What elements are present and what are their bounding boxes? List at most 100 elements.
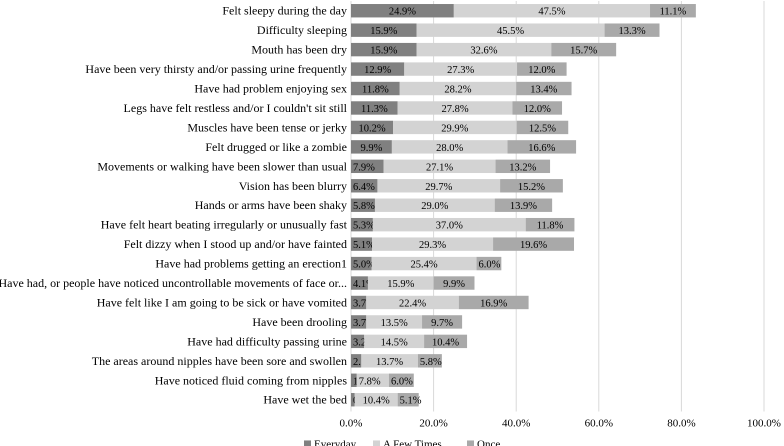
data-label: 3.7% xyxy=(353,318,375,329)
category-label: Felt drugged or like a zombie xyxy=(205,140,347,154)
bar-segment-everyday xyxy=(351,373,357,387)
data-label: 28.0% xyxy=(436,143,463,154)
bar-segment-once xyxy=(494,198,553,212)
data-label: 11.1% xyxy=(660,7,687,18)
bar-segment-a-few-times xyxy=(364,334,425,349)
category-label: Muscles have been tense or jerky xyxy=(187,120,347,134)
data-label: 32.6% xyxy=(470,46,497,57)
category-label: Have felt like I am going to be sick or … xyxy=(97,295,347,309)
bar-segment-everyday xyxy=(351,101,398,115)
data-label: 10.4% xyxy=(432,337,459,348)
bar-segment-a-few-times xyxy=(416,23,605,37)
data-label: 15.9% xyxy=(370,46,397,57)
bar-segment-once xyxy=(516,120,569,135)
legend-label: A Few Times xyxy=(383,438,442,446)
x-tick-label: 40.0% xyxy=(502,417,530,429)
data-label: 19.6% xyxy=(520,240,547,251)
bar-segment-everyday xyxy=(351,256,372,271)
bar-segment-everyday xyxy=(351,315,367,329)
category-label: Have been very thirsty and/or passing ur… xyxy=(85,62,347,76)
bar-segment-once xyxy=(388,373,414,387)
category-labels: Felt sleepy during the day Difficulty sle… xyxy=(0,4,348,407)
bar-segment-everyday xyxy=(351,42,417,57)
data-label: 6.0% xyxy=(391,376,413,387)
category-label: Have had difficulty passing urine xyxy=(187,334,347,348)
bar-segment-everyday xyxy=(351,276,368,290)
bar-segment-everyday xyxy=(351,217,373,232)
data-label: 9.9% xyxy=(361,143,383,154)
data-label: 4.1% xyxy=(353,279,375,290)
data-label: 27.1% xyxy=(426,162,453,173)
data-label: 12.0% xyxy=(528,65,555,76)
bar-segment-everyday xyxy=(351,179,378,193)
data-label: 9.9% xyxy=(443,279,465,290)
data-label: 13.9% xyxy=(510,201,537,212)
bar-segment-once xyxy=(516,81,572,96)
bar-segment-a-few-times xyxy=(404,62,518,76)
data-label: 28.2% xyxy=(444,85,471,96)
data-label: 29.3% xyxy=(419,240,446,251)
bar-segment-everyday xyxy=(351,81,400,96)
bars: 24.9% 47.5% 11.1% 15.9% 45.5% 13.3% 15.9% 32.6%… xyxy=(351,4,696,407)
category-label: The areas around nipples have been sore … xyxy=(92,354,347,368)
data-label: 5.1% xyxy=(400,396,422,407)
x-tick-label: 80.0% xyxy=(667,417,695,429)
bar-segment-once xyxy=(417,354,442,368)
bar-segment-a-few-times xyxy=(399,81,517,96)
bar-segment-a-few-times xyxy=(453,4,651,18)
data-label: 14.5% xyxy=(381,337,408,348)
x-tick-label: 100.0% xyxy=(747,417,781,429)
bar-segment-everyday xyxy=(351,62,405,76)
data-label: 7.8% xyxy=(359,376,381,387)
bar-segment-everyday xyxy=(351,4,454,18)
data-label: 12.0% xyxy=(524,104,551,115)
data-label: 13.3% xyxy=(618,26,645,37)
bar-segment-everyday xyxy=(351,334,365,349)
bar-segment-a-few-times xyxy=(366,295,459,310)
bar-segment-once xyxy=(493,237,575,251)
data-label: 29.9% xyxy=(441,123,468,134)
data-label: 15.9% xyxy=(370,26,397,37)
data-label: 16.9% xyxy=(480,298,507,309)
data-label: 13.7% xyxy=(376,357,403,368)
data-label: 5.1% xyxy=(353,240,375,251)
category-label: Have felt heart beating irregularly or u… xyxy=(101,218,348,232)
x-axis-ticks: 0.0% 20.0% 40.0% 60.0% 80.0% 100.0% xyxy=(340,417,781,429)
category-label: Have had, or people have noticed uncontr… xyxy=(0,276,347,290)
x-tick-label: 60.0% xyxy=(585,417,613,429)
data-label: 3.2% xyxy=(353,337,375,348)
data-label: 5.8% xyxy=(420,357,442,368)
bar-segment-a-few-times xyxy=(372,237,494,251)
legend-swatch-once xyxy=(467,440,474,446)
bar-segment-once xyxy=(495,159,551,174)
data-label: 3.7% xyxy=(353,298,375,309)
bar-segment-a-few-times xyxy=(391,140,508,154)
category-label: Have had problems getting an erection1 xyxy=(155,257,347,271)
bar-segment-everyday xyxy=(351,198,375,212)
bar-segment-once xyxy=(500,179,563,193)
data-label: 24.9% xyxy=(389,7,416,18)
data-label: 6.0% xyxy=(479,260,501,271)
data-label: 25.4% xyxy=(411,260,438,271)
category-label: Movements or walking have been slower th… xyxy=(97,159,347,173)
data-label: 29.0% xyxy=(421,201,448,212)
bar-segment-a-few-times xyxy=(377,179,501,193)
bar-segment-once xyxy=(476,256,502,271)
data-label: 15.7% xyxy=(570,46,597,57)
category-label: Have wet the bed xyxy=(263,393,347,407)
legend-swatch-everyday xyxy=(304,440,311,446)
bar-segment-everyday xyxy=(351,237,373,251)
bar-segment-a-few-times xyxy=(416,42,552,57)
data-label: 9.7% xyxy=(431,318,453,329)
bar-segment-everyday xyxy=(351,140,392,154)
x-tick-label: 20.0% xyxy=(419,417,447,429)
data-label: 11.3% xyxy=(361,104,388,115)
data-label: 12.9% xyxy=(364,65,391,76)
x-tick-label: 0.0% xyxy=(340,417,363,429)
bar-segment-once xyxy=(422,315,463,329)
data-label: 15.2% xyxy=(518,182,545,193)
data-label: 11.8% xyxy=(537,221,564,232)
data-label: 13.2% xyxy=(509,162,536,173)
bar-segment-a-few-times xyxy=(354,393,398,407)
